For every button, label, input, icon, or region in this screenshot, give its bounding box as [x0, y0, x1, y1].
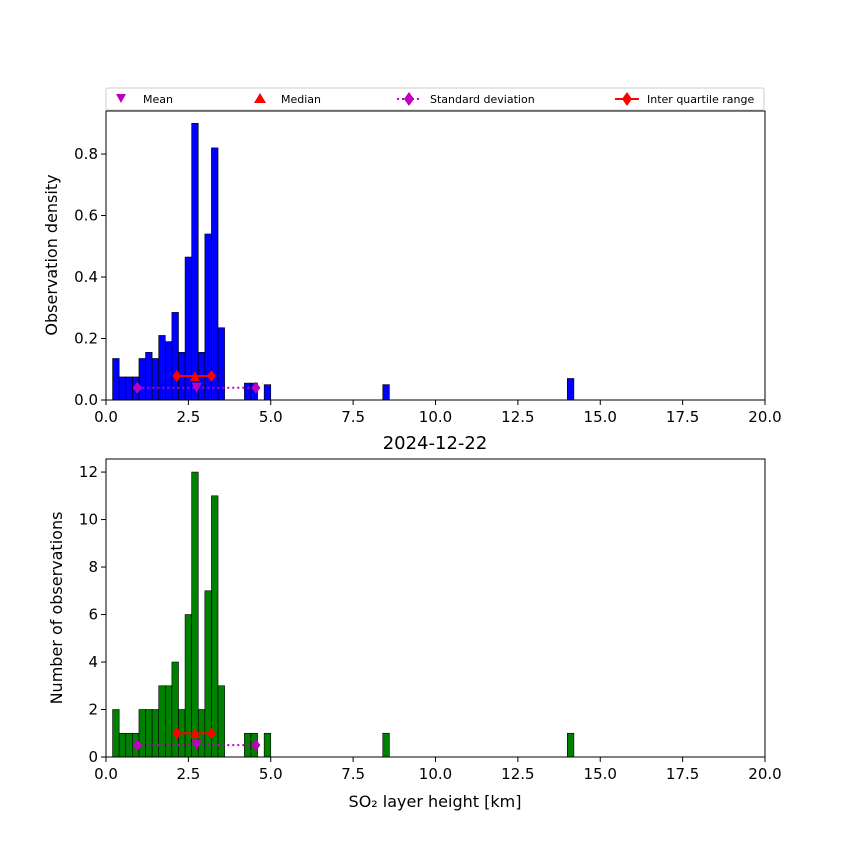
- counts-y-tick-label: 2: [88, 701, 98, 719]
- density-bar: [138, 358, 146, 401]
- density-bar: [125, 376, 133, 401]
- density-x-tick-label: 10.0: [419, 408, 452, 426]
- counts-std-marker: [132, 739, 142, 752]
- counts-y-tick-label: 10: [79, 511, 98, 529]
- counts-iqr-marker: [206, 727, 216, 740]
- count-x-axis-label: SO₂ layer height [km]: [349, 792, 522, 811]
- density-bar: [566, 378, 575, 401]
- std-marker-icon: [404, 92, 414, 106]
- density-y-tick-label: 0.6: [74, 207, 98, 225]
- median-marker-icon: [254, 93, 266, 103]
- density-y-tick-label: 0.4: [74, 268, 98, 286]
- density-bar: [118, 376, 127, 401]
- counts-y-tick-label: 8: [88, 558, 98, 576]
- counts-bar: [171, 661, 179, 758]
- density-y-tick-label: 0.8: [74, 145, 98, 163]
- counts-x-tick-label: 15.0: [584, 765, 617, 783]
- legend-box: [105, 87, 765, 111]
- density-bar: [158, 335, 166, 401]
- iqr-marker-icon: [622, 92, 632, 106]
- legend: Mean Median Standard deviation Inter qua…: [105, 87, 765, 111]
- density-x-tick-label: 17.5: [666, 408, 699, 426]
- legend-std-label: Standard deviation: [430, 93, 535, 106]
- density-x-tick-label: 7.5: [341, 408, 365, 426]
- counts-bar: [125, 732, 133, 758]
- counts-y-tick-label: 0: [88, 748, 98, 766]
- legend-mean-label: Mean: [143, 93, 173, 106]
- counts-median-marker: [189, 728, 200, 739]
- density-x-tick-label: 15.0: [584, 408, 617, 426]
- density-median-marker: [189, 371, 200, 382]
- counts-bar: [382, 732, 390, 758]
- density-bar: [191, 123, 199, 401]
- counts-bar: [217, 685, 225, 758]
- counts-iqr-marker: [172, 727, 182, 740]
- counts-bar: [263, 732, 272, 758]
- legend-iqr-label: Inter quartile range: [647, 93, 754, 106]
- density-y-tick-label: 0.2: [74, 330, 98, 348]
- density-bar: [184, 256, 192, 401]
- density-x-tick-label: 0.0: [94, 408, 118, 426]
- density-histogram: 0.0 2.5 5.0 7.5 10.0 12.5 15.0 17.5 20.0 0.0 0.2 0.…: [74, 110, 782, 426]
- count-y-axis-label: Number of observations: [47, 512, 66, 705]
- counts-x-tick-label: 17.5: [666, 765, 699, 783]
- counts-y-tick-label: 4: [88, 653, 98, 671]
- count-chart-title: 2024-12-22: [383, 433, 488, 454]
- counts-bar: [112, 709, 120, 758]
- counts-bar: [165, 685, 173, 758]
- counts-y-tick-label: 12: [79, 463, 98, 481]
- counts-x-tick-label: 20.0: [748, 765, 781, 783]
- density-bar: [145, 352, 153, 401]
- counts-bar: [566, 732, 575, 758]
- density-y-axis-label: Observation density: [42, 174, 61, 335]
- counts-x-tick-label: 2.5: [176, 765, 200, 783]
- counts-bar: [138, 709, 146, 758]
- counts-x-tick-label: 12.5: [501, 765, 534, 783]
- counts-bar: [191, 471, 199, 758]
- density-bar: [151, 358, 160, 401]
- counts-bar: [118, 732, 127, 758]
- density-x-tick-label: 20.0: [748, 408, 781, 426]
- counts-bar: [158, 685, 166, 758]
- counts-x-tick-label: 10.0: [419, 765, 452, 783]
- legend-median-label: Median: [281, 93, 321, 106]
- counts-x-tick-label: 7.5: [341, 765, 365, 783]
- density-x-tick-label: 2.5: [176, 408, 200, 426]
- counts-bar: [145, 709, 153, 758]
- density-bar: [263, 384, 272, 401]
- density-std-marker: [251, 381, 261, 394]
- count-histogram: 0.0 2.5 5.0 7.5 10.0 12.5 15.0 17.5 20.0 0 2 4 6 8 10 1…: [79, 458, 782, 783]
- mean-marker-icon: [116, 94, 126, 103]
- density-std-marker: [132, 381, 142, 394]
- density-x-tick-label: 5.0: [259, 408, 283, 426]
- counts-x-tick-label: 5.0: [259, 765, 283, 783]
- density-bar: [211, 147, 219, 401]
- counts-y-tick-label: 6: [88, 606, 98, 624]
- density-x-tick-label: 12.5: [501, 408, 534, 426]
- density-bar: [112, 358, 120, 401]
- density-bar: [382, 384, 390, 401]
- counts-std-marker: [251, 739, 261, 752]
- density-iqr-marker: [172, 370, 182, 383]
- counts-bar: [151, 709, 160, 758]
- counts-bar: [184, 614, 192, 758]
- density-mean-marker: [191, 382, 202, 393]
- density-y-tick-label: 0.0: [74, 391, 98, 409]
- density-bar: [244, 382, 252, 401]
- counts-bar: [211, 495, 219, 758]
- counts-x-tick-label: 0.0: [94, 765, 118, 783]
- density-iqr-marker: [206, 370, 216, 383]
- counts-mean-marker: [191, 740, 202, 751]
- density-bar: [165, 341, 173, 401]
- density-bar: [217, 327, 225, 401]
